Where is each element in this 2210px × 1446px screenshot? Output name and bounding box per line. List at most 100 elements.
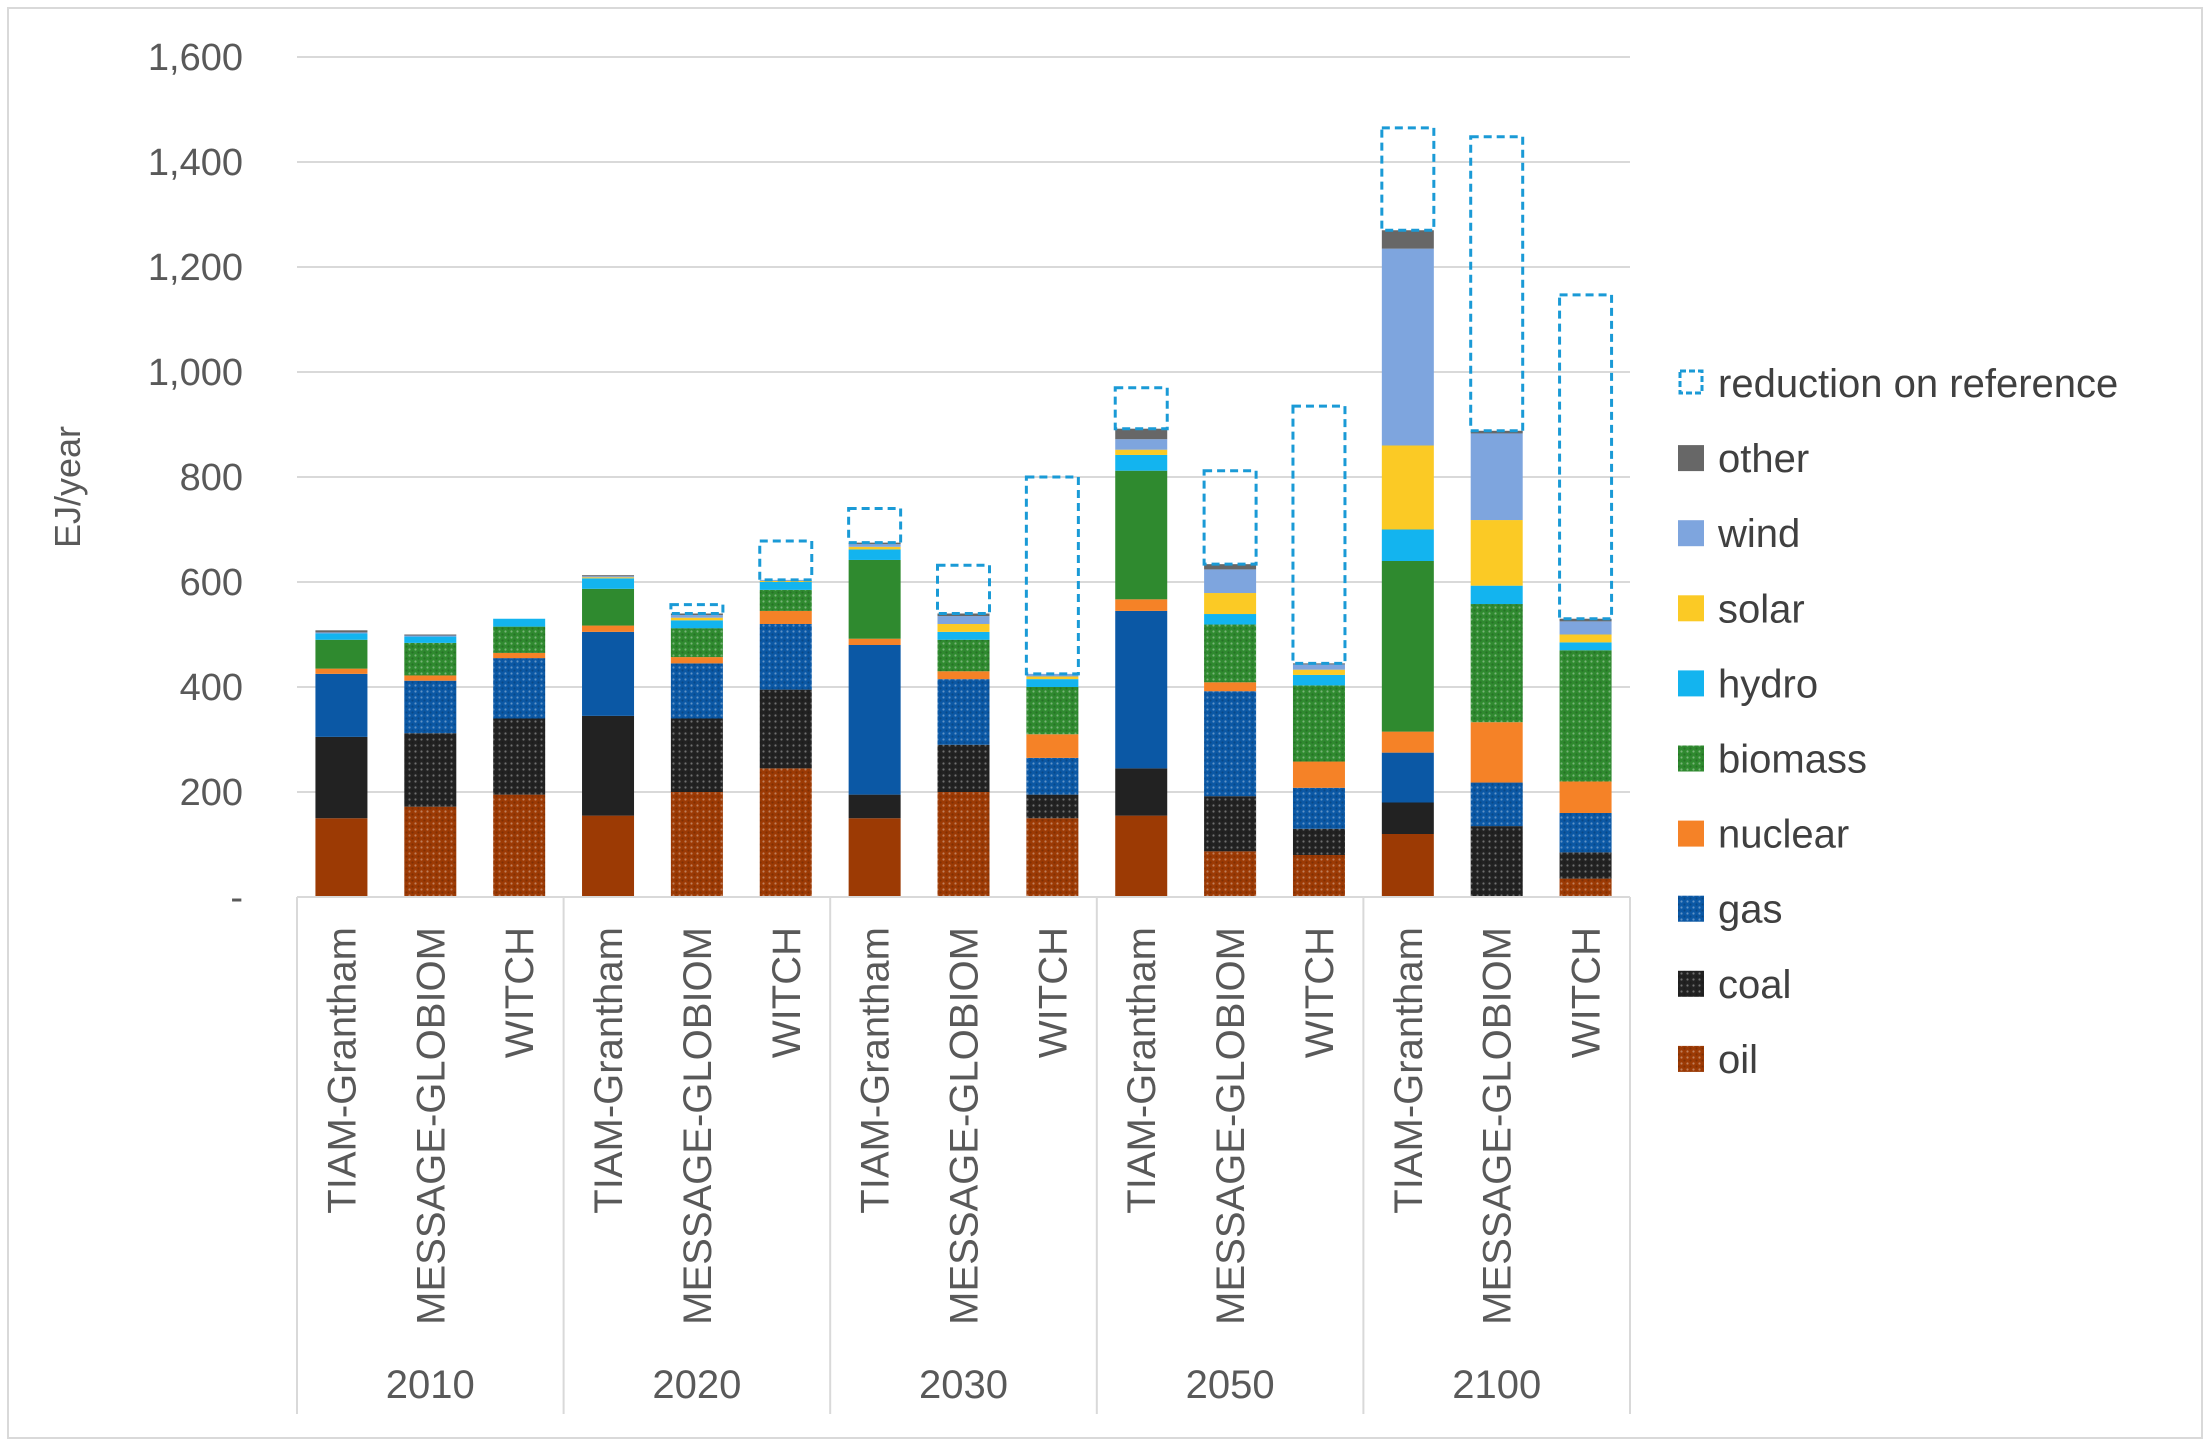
bar-segment-texture: [1470, 604, 1523, 723]
bar-segment-texture: [670, 792, 723, 897]
bar-segment-texture: [1292, 828, 1345, 855]
bar-segment-wind: [1559, 621, 1612, 635]
bar-segment-biomass: [582, 588, 635, 626]
bar-segment-solar: [670, 617, 723, 621]
bar-segment-nuclear: [1115, 599, 1168, 611]
x-category-label: MESSAGE-GLOBIOM: [943, 927, 987, 1325]
bar-segment-coal: [1381, 802, 1434, 834]
x-group-label: 2030: [919, 1363, 1008, 1407]
bar-segment-solar: [1470, 520, 1523, 586]
bar-segment-coal: [315, 736, 368, 819]
bar-segment-hydro: [1470, 585, 1523, 605]
bar-segment-biomass: [1381, 561, 1434, 732]
bar-segment-texture: [404, 642, 457, 676]
legend-swatch-hydro: [1678, 670, 1704, 697]
y-tick-label: 1,200: [148, 247, 243, 289]
bar-segment-texture: [1559, 878, 1612, 897]
bar-segment-wind: [759, 579, 812, 581]
bar-segment-solar: [1115, 449, 1168, 455]
bar-segment-solar: [937, 624, 990, 632]
y-tick-label: 1,000: [148, 352, 243, 394]
bar-segment-nuclear: [1381, 731, 1434, 753]
bar-segment-gas: [1115, 610, 1168, 769]
x-category-label: TIAM-Grantham: [1120, 927, 1164, 1214]
bar-segment-hydro: [1559, 642, 1612, 651]
bar-segment-nuclear: [1559, 781, 1612, 813]
bar-segment-texture: [1204, 691, 1257, 797]
bar-segment-nuclear: [848, 638, 901, 645]
bar-segment-wind: [315, 632, 368, 634]
y-tick-label: 200: [180, 772, 243, 814]
bar-segment-wind: [1115, 439, 1168, 450]
bar-segment-oil: [315, 818, 368, 897]
bar-segment-texture: [493, 658, 546, 719]
y-tick-label: -: [230, 877, 243, 919]
bar-segment-solar: [1381, 445, 1434, 530]
bar-segment-reduction-on-reference: [1291, 404, 1347, 665]
bar-segment-texture: [1292, 787, 1345, 829]
bar-segment-reduction-on-reference: [1202, 469, 1258, 566]
legend: reduction on reference other wind solar hydr…: [1678, 362, 2118, 1082]
bar-segment-nuclear: [493, 652, 546, 659]
y-tick-label: 600: [180, 562, 243, 604]
legend-label: nuclear: [1718, 813, 1849, 857]
legend-swatch-other: [1678, 445, 1704, 472]
bar-segment-texture: [1470, 782, 1523, 827]
bar-segment-wind: [1204, 569, 1257, 594]
bar-segment-coal: [848, 794, 901, 819]
bar-segment-solar: [1559, 634, 1612, 643]
x-axis: TIAM-Grantham MESSAGE-GLOBIOM WITCH TIAM-Gr…: [296, 896, 1631, 1414]
x-group-label: 2050: [1186, 1363, 1275, 1407]
legend-swatch-nuclear: [1678, 820, 1704, 847]
bar-segment-texture: [1292, 685, 1345, 762]
bar-segment-nuclear: [1292, 761, 1345, 788]
bar-segment-other: [1115, 428, 1168, 440]
legend-label: hydro: [1718, 662, 1818, 706]
bar-segment-other: [1292, 663, 1345, 665]
chart-border: [7, 7, 2203, 1439]
bar-segment-solar: [759, 580, 812, 582]
bar-segment-texture: [404, 733, 457, 807]
bar-segment-texture: [1559, 852, 1612, 879]
bar-segment-hydro: [1115, 454, 1168, 471]
bar-segment-wind: [404, 635, 457, 637]
bar-segment-reduction-on-reference: [1380, 126, 1436, 232]
bar-segment-nuclear: [1204, 682, 1257, 692]
bar-segment-gas: [315, 673, 368, 737]
bar-segment-other: [1381, 230, 1434, 249]
bar-segment-wind: [1381, 248, 1434, 446]
bar-segment-hydro: [937, 631, 990, 640]
bar-segment-biomass: [1115, 470, 1168, 600]
bar-segment-texture: [1026, 794, 1079, 819]
bar-segment-nuclear: [582, 625, 635, 632]
x-category-label: TIAM-Grantham: [320, 927, 364, 1214]
bar-segment-texture: [1559, 813, 1612, 853]
bar-segment-reduction-on-reference: [1469, 135, 1525, 433]
y-tick-label: 1,400: [148, 142, 243, 184]
x-category-label: WITCH: [1031, 927, 1075, 1058]
x-category-label: TIAM-Grantham: [854, 927, 898, 1214]
bar-segment-texture: [937, 792, 990, 897]
bar-segment-texture: [937, 679, 990, 745]
bar-segment-reduction-on-reference: [847, 507, 903, 545]
legend-swatch-texture: [1678, 745, 1704, 772]
bar-segment-solar: [582, 577, 635, 579]
bar-segment-texture: [493, 718, 546, 795]
legend-swatch-solar: [1678, 595, 1704, 622]
bar-segment-hydro: [493, 618, 546, 627]
legend-label: wind: [1717, 512, 1800, 556]
bar-segment-nuclear: [670, 657, 723, 664]
y-tick-label: 1,600: [148, 37, 243, 79]
bar-segment-gas: [1381, 752, 1434, 803]
bar-stacks: [315, 126, 1614, 897]
bar-segment-other: [848, 542, 901, 545]
bar-segment-other: [315, 630, 368, 633]
legend-swatch-wind: [1678, 520, 1704, 547]
bar-segment-wind: [670, 615, 723, 618]
bar-segment-texture: [937, 744, 990, 792]
bar-segment-hydro: [759, 582, 812, 590]
bar-segment-solar: [1292, 669, 1345, 675]
x-category-label: TIAM-Grantham: [1387, 927, 1431, 1214]
bar-segment-hydro: [670, 620, 723, 629]
bar-segment-hydro: [315, 633, 368, 640]
